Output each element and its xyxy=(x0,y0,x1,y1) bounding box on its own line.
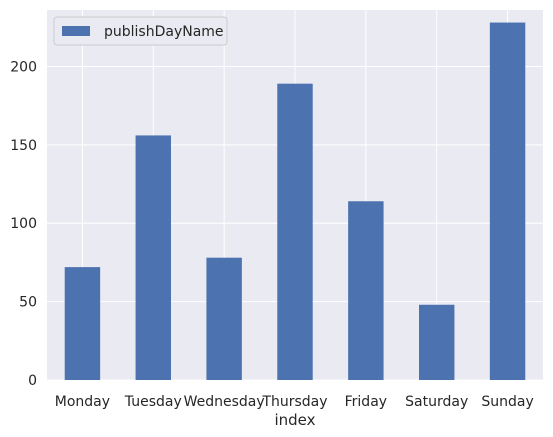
bar-sunday xyxy=(489,22,526,381)
x-tick-label-monday: Monday xyxy=(55,394,110,410)
bar-saturday xyxy=(419,304,455,380)
x-tick-label-tuesday: Tuesday xyxy=(124,394,182,410)
y-tick-label-2: 100 xyxy=(10,216,37,232)
y-tick-label-3: 150 xyxy=(10,138,37,154)
bar-thursday xyxy=(277,83,313,381)
y-tick-label-4: 200 xyxy=(10,59,37,75)
y-tick-label-0: 0 xyxy=(28,373,37,389)
x-tick-label-friday: Friday xyxy=(345,394,387,410)
bar-tuesday xyxy=(135,135,171,380)
x-tick-label-thursday: Thursday xyxy=(261,394,327,410)
x-tick-label-wednesday: Wednesday xyxy=(184,394,265,410)
y-tick-labels: 0 50 100 150 200 xyxy=(10,59,37,389)
bar-wednesday xyxy=(206,257,242,380)
legend-box xyxy=(53,16,228,46)
bar-friday xyxy=(348,201,384,380)
bars xyxy=(64,22,526,381)
y-tick-label-1: 50 xyxy=(19,295,37,311)
x-axis-label: index xyxy=(274,411,315,429)
legend-label: publishDayName xyxy=(104,24,224,40)
legend-swatch xyxy=(62,26,90,36)
legend: publishDayName xyxy=(53,16,228,46)
bar-monday xyxy=(64,267,101,380)
x-tick-label-sunday: Sunday xyxy=(481,394,533,410)
x-tick-label-saturday: Saturday xyxy=(405,394,468,410)
